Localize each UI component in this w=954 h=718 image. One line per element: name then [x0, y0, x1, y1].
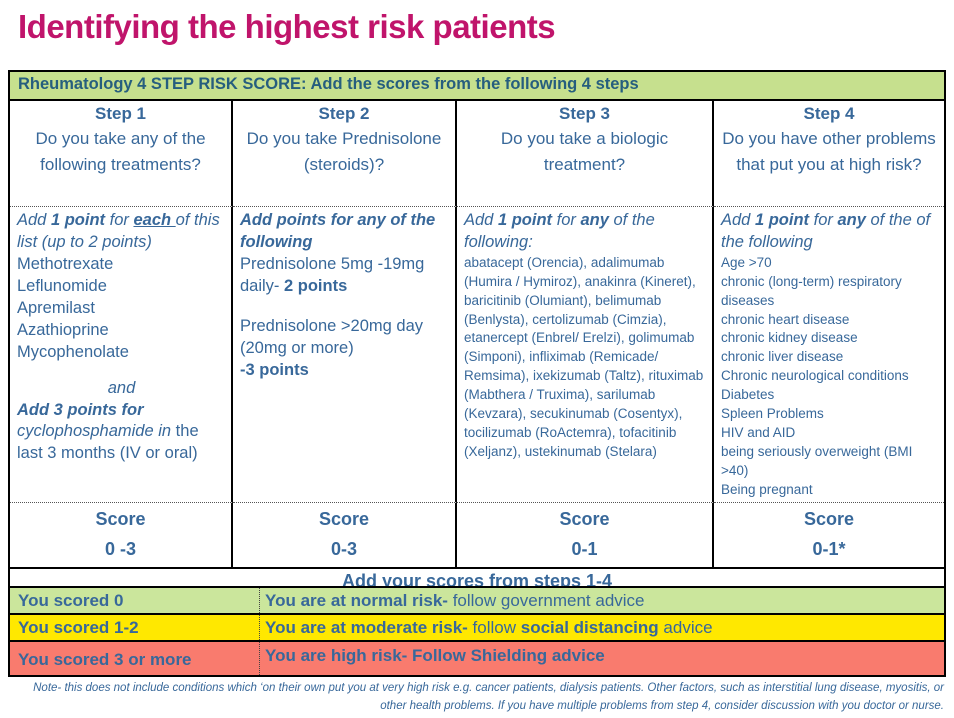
result-row-high: You scored 3 or more You are high risk- …	[10, 642, 944, 675]
step4-label: Step 4	[803, 104, 855, 123]
step2-score-label: Score	[318, 509, 370, 530]
page-title: Identifying the highest risk patients	[18, 8, 556, 45]
step3-score-label: Score	[559, 509, 610, 530]
result-high-score-label: You scored 3 or more	[10, 642, 260, 675]
step1-instructions: Add 1 point for each of this list (up to…	[10, 207, 233, 504]
step2-question: Do you take Prednisolone (steroids)?	[246, 129, 442, 174]
step2-label: Step 2	[318, 104, 370, 123]
step3-instructions: Add 1 point for any of the following: aba…	[457, 207, 714, 504]
instructions-row: Add 1 point for each of this list (up to…	[10, 207, 944, 504]
step4-score-cell: Score 0-1*	[714, 503, 944, 567]
risk-score-table: Rheumatology 4 STEP RISK SCORE: Add the …	[8, 70, 946, 599]
score-row: Score 0 -3 Score 0-3 Score 0-1 Score 0-1…	[10, 503, 944, 568]
step3-question: Do you take a biologic treatment?	[500, 129, 669, 174]
step1-score-value: 0 -3	[104, 539, 137, 560]
step4-instructions: Add 1 point for any of the of the follow…	[714, 207, 944, 504]
step2-score-cell: Score 0-3	[233, 503, 457, 568]
step2-instructions: Add points for any of the following Predn…	[233, 207, 457, 504]
step1-label: Step 1	[94, 104, 147, 123]
result-row-moderate: You scored 1-2 You are at moderate risk-…	[10, 615, 944, 642]
step1-header-cell: Step 1 Do you take any of the following …	[10, 101, 233, 207]
result-normal-score-label: You scored 0	[10, 588, 260, 613]
step4-header-cell: Step 4 Do you have other problems that p…	[714, 101, 944, 207]
result-moderate-score-label: You scored 1-2	[10, 615, 260, 640]
step3-score-value: 0-1	[571, 539, 598, 560]
step4-score-value: 0-1*	[812, 539, 846, 560]
step3-label: Step 3	[558, 104, 611, 123]
result-normal-advice: You are at normal risk- follow governmen…	[265, 590, 645, 610]
step-header-row: Step 1 Do you take any of the following …	[10, 101, 944, 207]
step1-score-cell: Score 0 -3	[10, 503, 233, 568]
step3-header-cell: Step 3 Do you take a biologic treatment?	[457, 101, 714, 207]
step4-score-label: Score	[803, 509, 855, 530]
result-moderate-advice: You are at moderate risk- follow social …	[265, 617, 713, 637]
step1-question: Do you take any of the following treatme…	[35, 129, 206, 174]
step3-score-cell: Score 0-1	[457, 503, 714, 568]
results-table: You scored 0 You are at normal risk- fol…	[8, 586, 946, 677]
step2-score-value: 0-3	[330, 539, 357, 560]
step1-score-label: Score	[95, 509, 146, 530]
table-header-bar: Rheumatology 4 STEP RISK SCORE: Add the …	[10, 72, 944, 101]
step2-header-cell: Step 2 Do you take Prednisolone (steroid…	[233, 101, 457, 207]
result-high-advice: You are high risk- Follow Shielding advi…	[265, 646, 605, 665]
footer-note: Note- this does not include conditions w…	[33, 682, 944, 712]
result-row-normal: You scored 0 You are at normal risk- fol…	[10, 588, 944, 615]
step4-question: Do you have other problems that put you …	[722, 129, 936, 174]
